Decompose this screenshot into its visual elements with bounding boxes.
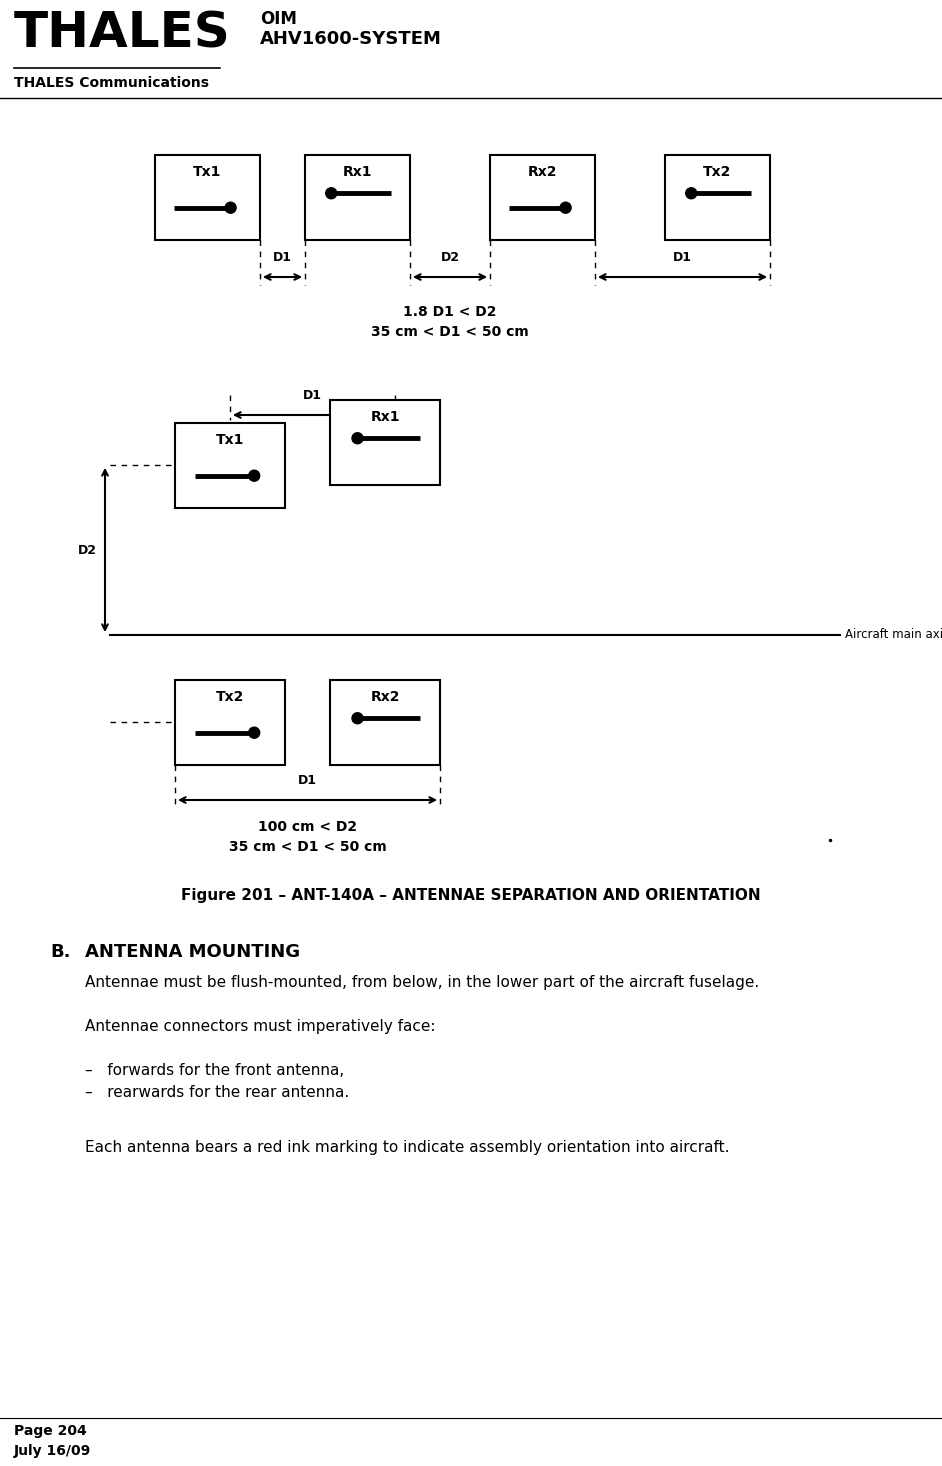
Circle shape: [686, 188, 697, 199]
Text: Rx1: Rx1: [370, 410, 399, 424]
Text: Tx1: Tx1: [193, 166, 221, 179]
Text: D1: D1: [673, 251, 692, 264]
Text: 1.8 D1 < D2: 1.8 D1 < D2: [403, 305, 496, 320]
Bar: [175, 424, 285, 509]
Text: Antennae connectors must imperatively face:: Antennae connectors must imperatively fa…: [85, 1019, 435, 1034]
Text: D1: D1: [298, 774, 317, 787]
Text: THALES: THALES: [14, 10, 231, 59]
Text: 35 cm < D1 < 50 cm: 35 cm < D1 < 50 cm: [371, 325, 528, 339]
Text: Page 204: Page 204: [14, 1423, 87, 1438]
Circle shape: [249, 727, 260, 739]
Bar: [175, 680, 285, 765]
Text: Each antenna bears a red ink marking to indicate assembly orientation into aircr: Each antenna bears a red ink marking to …: [85, 1141, 729, 1155]
Bar: [330, 680, 440, 765]
Text: Figure 201 – ANT-140A – ANTENNAE SEPARATION AND ORIENTATION: Figure 201 – ANT-140A – ANTENNAE SEPARAT…: [181, 888, 761, 903]
Text: D2: D2: [78, 544, 97, 557]
Text: Tx2: Tx2: [704, 166, 732, 179]
Text: Rx2: Rx2: [528, 166, 558, 179]
Text: 100 cm < D2: 100 cm < D2: [258, 819, 357, 834]
Text: THALES Communications: THALES Communications: [14, 76, 209, 89]
Text: ANTENNA MOUNTING: ANTENNA MOUNTING: [85, 943, 300, 962]
Text: Antennae must be flush-mounted, from below, in the lower part of the aircraft fu: Antennae must be flush-mounted, from bel…: [85, 975, 759, 990]
Circle shape: [326, 188, 336, 199]
Text: Rx2: Rx2: [370, 690, 399, 704]
Circle shape: [352, 432, 363, 444]
Bar: [155, 155, 260, 240]
Text: D1: D1: [273, 251, 292, 264]
Circle shape: [560, 202, 571, 213]
Bar: [665, 155, 770, 240]
Text: –   rearwards for the rear antenna.: – rearwards for the rear antenna.: [85, 1085, 349, 1100]
Text: –   forwards for the front antenna,: – forwards for the front antenna,: [85, 1063, 344, 1078]
Text: OIM: OIM: [260, 10, 297, 28]
Text: B.: B.: [50, 943, 71, 962]
Text: D1: D1: [303, 388, 322, 402]
Text: 35 cm < D1 < 50 cm: 35 cm < D1 < 50 cm: [229, 840, 386, 855]
Text: Tx1: Tx1: [216, 432, 244, 447]
Text: Tx2: Tx2: [216, 690, 244, 704]
Bar: [490, 155, 595, 240]
Text: Rx1: Rx1: [343, 166, 372, 179]
Text: AHV1600-SYSTEM: AHV1600-SYSTEM: [260, 29, 442, 48]
Bar: [330, 400, 440, 485]
Text: Aircraft main axis: Aircraft main axis: [845, 629, 942, 642]
Circle shape: [352, 712, 363, 724]
Circle shape: [249, 471, 260, 481]
Text: July 16/09: July 16/09: [14, 1444, 91, 1459]
Text: D2: D2: [441, 251, 460, 264]
Circle shape: [225, 202, 236, 213]
Bar: [305, 155, 410, 240]
